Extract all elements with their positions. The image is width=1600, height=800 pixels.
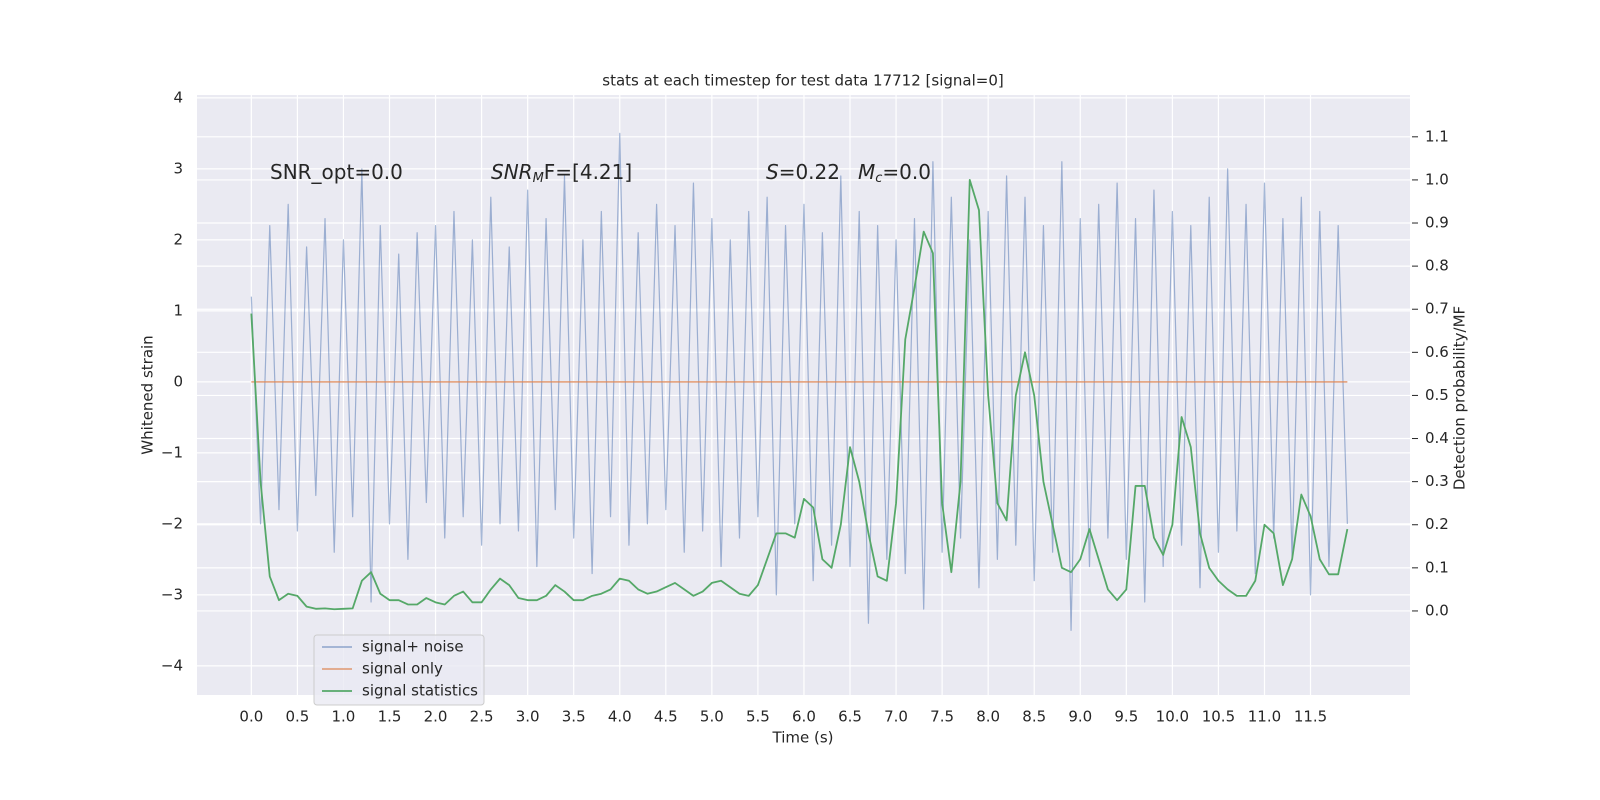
x-tick-label: 11.5 bbox=[1294, 708, 1327, 726]
y2-tick-label: 0.3 bbox=[1425, 472, 1449, 490]
y2-tick-label: 0.4 bbox=[1425, 429, 1449, 447]
x-tick-label: 8.0 bbox=[976, 708, 1000, 726]
y-tick-label: 1 bbox=[173, 301, 183, 319]
y-tick-label: 2 bbox=[173, 230, 183, 248]
y-tick-label: −3 bbox=[161, 585, 183, 603]
y-tick-label: 0 bbox=[173, 372, 183, 390]
x-tick-label: 2.0 bbox=[424, 708, 448, 726]
y-tick-label: 3 bbox=[173, 159, 183, 177]
y-tick-label: −4 bbox=[161, 656, 183, 674]
x-tick-label: 2.5 bbox=[470, 708, 494, 726]
x-tick-label: 3.5 bbox=[562, 708, 586, 726]
annotation-tail: F=[4.21] bbox=[544, 160, 632, 184]
annotation-sub: c bbox=[875, 171, 882, 186]
x-tick-label: 0.5 bbox=[285, 708, 309, 726]
x-tick-label: 11.0 bbox=[1248, 708, 1281, 726]
x-tick-label: 4.5 bbox=[654, 708, 678, 726]
annotation: SNRMF=[4.21] bbox=[491, 160, 632, 186]
annotation-tail: =0.22 bbox=[779, 160, 840, 184]
annotation: Mc=0.0 bbox=[858, 160, 931, 186]
annotation-base: S bbox=[766, 160, 779, 184]
x-tick-label: 9.0 bbox=[1068, 708, 1092, 726]
annotation-base: SNR bbox=[491, 160, 533, 184]
y2-axis-label: Detection probability/MF bbox=[1451, 306, 1469, 490]
annotation-tail: =0.0 bbox=[882, 160, 931, 184]
x-tick-label: 1.5 bbox=[378, 708, 402, 726]
y-tick-label: 4 bbox=[173, 88, 183, 106]
x-axis-label: Time (s) bbox=[772, 729, 834, 747]
x-tick-label: 9.5 bbox=[1114, 708, 1138, 726]
y-tick-label: −2 bbox=[161, 514, 183, 532]
y2-tick-label: 1.1 bbox=[1425, 127, 1449, 145]
x-tick-label: 6.0 bbox=[792, 708, 816, 726]
x-tick-label: 4.0 bbox=[608, 708, 632, 726]
y2-tick-label: 1.0 bbox=[1425, 170, 1449, 188]
chart-title: stats at each timestep for test data 177… bbox=[602, 72, 1003, 90]
grid bbox=[197, 95, 1410, 695]
annotation-base: M bbox=[858, 160, 875, 184]
labels: 0.0 0.5 1.0 1.5 2.0 2.5 3.0 3.5 4.0 4.5 5.0 5.5 6.0 6… bbox=[161, 88, 1449, 725]
annotation-text: SNR_opt=0.0 bbox=[270, 160, 403, 184]
y2-tick-label: 0.9 bbox=[1425, 214, 1449, 232]
x-tick-label: 7.0 bbox=[884, 708, 908, 726]
y2-tick-label: 0.0 bbox=[1425, 601, 1449, 619]
x-tick-label: 0.0 bbox=[239, 708, 263, 726]
y2-tick-label: 0.1 bbox=[1425, 558, 1449, 576]
y2-tick-label: 0.8 bbox=[1425, 257, 1449, 275]
x-tick-label: 3.0 bbox=[516, 708, 540, 726]
y-tick-label: −1 bbox=[161, 443, 183, 461]
x-tick-label: 5.0 bbox=[700, 708, 724, 726]
x-tick-label: 5.5 bbox=[746, 708, 770, 726]
y2-tick-label: 0.5 bbox=[1425, 386, 1449, 404]
x-tick-label: 6.5 bbox=[838, 708, 862, 726]
x-tick-label: 7.5 bbox=[930, 708, 954, 726]
y2-tick-label: 0.7 bbox=[1425, 300, 1449, 318]
x-tick-label: 1.0 bbox=[332, 708, 356, 726]
x-tick-label: 10.5 bbox=[1202, 708, 1235, 726]
series-line bbox=[250, 179, 1349, 611]
annotation: SNR_opt=0.0 bbox=[270, 160, 403, 184]
x-tick-label: 10.0 bbox=[1156, 708, 1189, 726]
legend-label: signal+ noise bbox=[362, 638, 464, 656]
x-tick-label: 8.5 bbox=[1022, 708, 1046, 726]
annotation-sub: M bbox=[533, 171, 544, 186]
legend-label: signal statistics bbox=[362, 682, 478, 700]
y2-tick-label: 0.2 bbox=[1425, 515, 1449, 533]
annotation: S=0.22 bbox=[766, 160, 840, 184]
series-line bbox=[250, 132, 1348, 631]
legend-box bbox=[313, 634, 485, 706]
marks bbox=[250, 132, 1349, 631]
y2-tick-label: 0.6 bbox=[1425, 343, 1449, 361]
y-axis-label: Whitened strain bbox=[139, 335, 157, 454]
legend-label: signal only bbox=[362, 660, 443, 678]
